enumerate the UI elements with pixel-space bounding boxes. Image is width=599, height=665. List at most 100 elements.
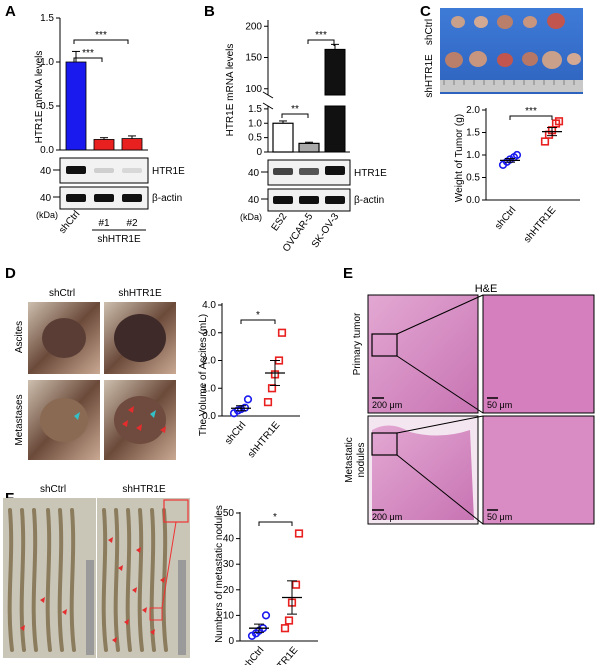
panel-a-sig-outer: *** [95,30,107,41]
panel-d-arrow-2 [160,426,166,433]
panel-f-intestine-sh-1 [113,508,120,652]
panel-label-e: E [343,265,353,282]
panel-c-tumor-ctrl-0 [451,16,465,28]
panel-f-intestine-ctrl-0 [7,508,14,652]
panel-d-dot-sh-0 [263,398,273,407]
panel-e-row-1: Primary tumor [352,312,363,375]
panel-f: F shCtrl shHTR1E Numbers of metastatic n… [3,484,318,665]
panel-b-mw1: 40 [248,168,260,179]
panel-a-mw2: 40 [40,193,52,204]
panel-f-arrow-8 [150,629,155,635]
panel-d: D shCtrl shHTR1E Ascites Metastases The … [5,265,300,460]
panel-c-group-1: shCtrl [493,205,518,232]
panel-f-arrow-3 [108,537,113,543]
panel-b-sig-1: ** [291,104,299,115]
panel-d-sig: * [256,310,260,321]
panel-f-dot-ctrl-4 [261,611,271,620]
panel-e-meta-high [482,415,595,525]
panel-f-tick-label-3: 30 [223,559,235,570]
panel-f-dot-sh-3 [291,580,301,589]
panel-f-arrow-4 [118,565,123,571]
panel-a-mw1: 40 [40,166,52,177]
panel-label-a: A [5,3,16,20]
panel-e-primary-high [482,294,595,414]
panel-b-tick-low-label-1: 0.5 [248,133,262,144]
panel-c-tumor-sh-5 [567,53,581,65]
panel-e-scale-1: 200 μm [372,400,402,410]
panel-f-dot-sh-4 [294,529,304,538]
panel-a-band-htr1e: HTR1E [152,166,185,177]
panel-f-arrow-11 [136,547,141,553]
panel-f-intestine-ctrl-3 [45,508,52,652]
panel-a-lane-1: shCtrl [57,209,82,236]
panel-a-group-label: shHTR1E [97,234,141,245]
panel-f-photo-sh [97,498,190,658]
panel-a-lane-2: #1 [98,218,110,229]
panel-b-tick-high-label-2: 200 [245,21,262,32]
panel-e-row-2-line2: nodules [356,442,367,477]
panel-a-bar-2 [121,138,143,151]
panel-f-arrow-9 [112,637,117,643]
panel-c-row2: shHTR1E [424,54,435,98]
panel-f-intestine-ctrl-1 [19,508,26,652]
panel-c-tick-label-1: 0.5 [466,173,480,184]
panel-d-tick-label-4: 4.0 [202,300,216,311]
panel-c-tick-label-3: 1.5 [466,128,480,139]
panel-f-tick-label-4: 40 [223,534,235,545]
panel-a-bar-0 [65,61,87,151]
panel-c-dot-sh-0 [540,137,550,146]
panel-d-dot-ctrl-4 [243,395,253,404]
panel-c-dot-ctrl-4 [512,150,522,160]
panel-d-tick-label-3: 3.0 [202,328,216,339]
panel-a-kda: (kDa) [36,210,58,220]
panel-d-col-2: shHTR1E [118,288,162,299]
panel-b-tick-low-label-2: 1.0 [248,118,262,129]
panel-b-tick-high-label-0: 100 [245,84,262,95]
panel-c-group-2: shHTR1E [522,205,559,246]
panel-c-tick-label-4: 2.0 [466,105,480,116]
panel-b-sig-2: *** [315,30,327,41]
panel-d-dot-sh-1 [267,384,277,393]
panel-e-row-2-line1: Metastatic [344,437,355,483]
panel-c-ylabel: Weight of Tumor (g) [454,114,465,202]
panel-f-intestine-sh-4 [149,508,156,652]
panel-f-arrow-1 [62,609,67,615]
panel-f-sig: * [273,512,277,523]
panel-f-col-2: shHTR1E [122,484,166,495]
panel-f-arrow-2 [20,625,25,631]
panel-e-title: H&E [475,283,498,295]
panel-b-kda: (kDa) [240,212,262,222]
panel-d-tick-label-2: 2.0 [202,356,216,367]
panel-a-tick-label-2: 1.0 [40,57,54,68]
panel-d-tick-label-1: 1.0 [202,383,216,394]
panel-f-col-1: shCtrl [40,484,66,495]
panel-f-ylabel: Numbers of metastatic nodules [214,505,225,643]
panel-c-dot-sh-4 [554,117,564,126]
panel-c-tumor-ctrl-1 [474,16,488,28]
panel-f-intestine-ctrl-4 [57,508,64,652]
panel-d-group-2: shHTR1E [246,420,283,461]
panel-c-tumor-sh-0 [445,52,463,68]
panel-f-arrow-7 [124,619,129,625]
panel-a-lane-3: #2 [126,218,138,229]
panel-a-tick-label-0: 0.0 [40,145,54,156]
panel-b-bar-0 [272,122,294,153]
panel-f-arrow-10 [160,577,165,583]
panel-f-group-2: shHTR1E [264,645,301,665]
panel-label-b: B [204,3,215,20]
panel-c-dot-ctrl-2 [505,155,515,164]
panel-c-sig: *** [525,106,537,117]
panel-c: C shCtrl shHTR1E Weight of Tumor (g) 0.0… [420,3,583,245]
panel-b-band-htr1e: HTR1E [354,168,387,179]
panel-c-tumor-sh-4 [542,51,562,69]
panel-f-intestine-ctrl-2 [31,508,38,652]
panel-e: E H&E Primary tumor Metastatic nodules 2… [343,265,595,525]
panel-b-bar-upper-2 [324,48,346,96]
panel-f-arrow-0 [40,597,45,603]
panel-c-tick-label-2: 1.0 [466,150,480,161]
panel-c-tick-label-0: 0.0 [466,195,480,206]
panel-c-tumor-ctrl-2 [497,15,513,29]
panel-c-tumor-ctrl-3 [523,16,537,28]
panel-c-tumor-sh-1 [469,51,487,67]
panel-d-dot-sh-4 [277,328,287,337]
